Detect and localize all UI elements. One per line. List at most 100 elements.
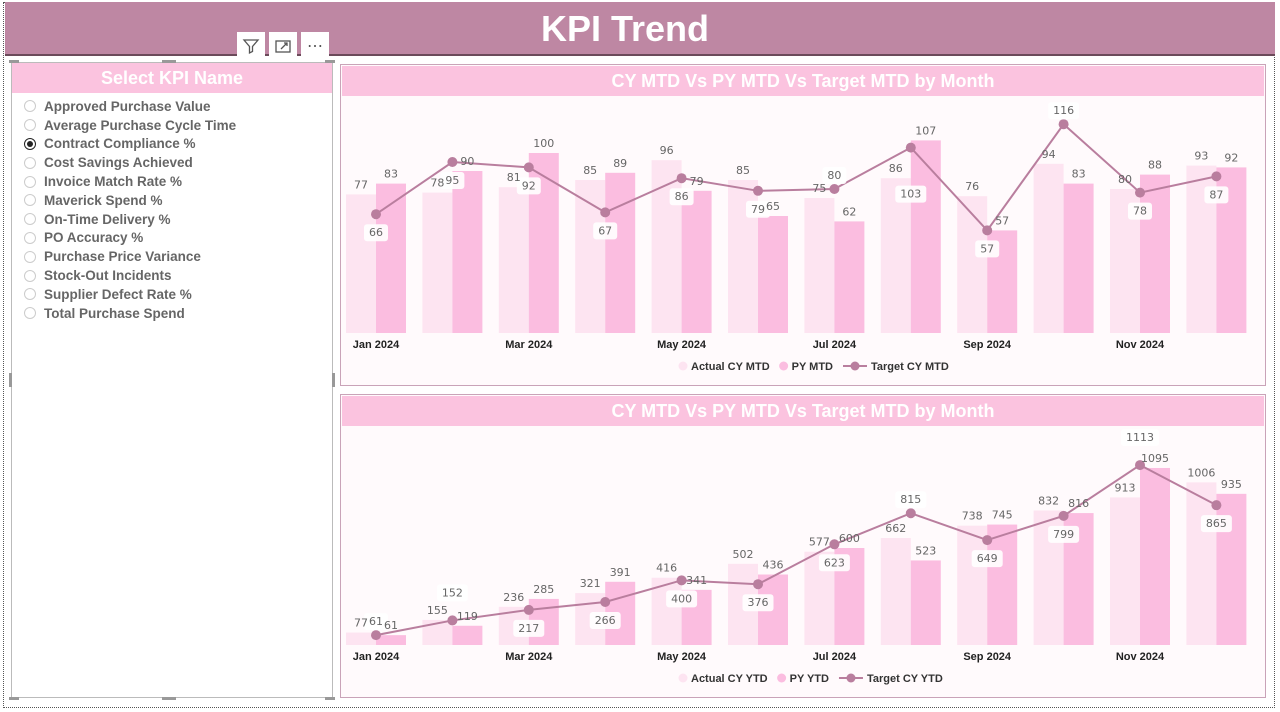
target-data-label: 116 bbox=[1053, 104, 1074, 117]
actual-bar bbox=[804, 198, 835, 333]
actual-data-label: 832 bbox=[1038, 494, 1059, 507]
slicer-item[interactable]: Approved Purchase Value bbox=[24, 97, 332, 116]
actual-bar bbox=[651, 160, 682, 333]
slicer-item[interactable]: Stock-Out Incidents bbox=[24, 266, 332, 285]
py-data-label: 90 bbox=[460, 155, 474, 168]
target-data-label: 865 bbox=[1206, 517, 1227, 530]
radio-button[interactable] bbox=[24, 194, 36, 207]
radio-button[interactable] bbox=[24, 100, 36, 113]
resize-handle[interactable] bbox=[9, 60, 19, 63]
target-data-label: 66 bbox=[369, 226, 383, 239]
target-point bbox=[447, 157, 458, 167]
slicer-item-label: Average Purchase Cycle Time bbox=[44, 117, 237, 133]
slicer-item[interactable]: Average Purchase Cycle Time bbox=[24, 116, 332, 135]
actual-data-label: 76 bbox=[965, 180, 979, 193]
filter-icon[interactable] bbox=[237, 32, 265, 60]
slicer-item[interactable]: Supplier Defect Rate % bbox=[24, 285, 332, 304]
target-label-box bbox=[746, 200, 770, 218]
actual-data-label: 502 bbox=[733, 548, 754, 561]
focus-mode-icon[interactable] bbox=[269, 32, 297, 60]
radio-button[interactable] bbox=[24, 250, 36, 263]
target-label-box bbox=[1121, 429, 1159, 447]
target-point bbox=[523, 162, 534, 173]
resize-handle[interactable] bbox=[162, 60, 176, 63]
radio-button[interactable] bbox=[24, 307, 36, 320]
radio-button[interactable] bbox=[24, 231, 36, 244]
py-bar bbox=[910, 140, 941, 333]
target-line bbox=[375, 122, 1217, 232]
resize-handle[interactable] bbox=[162, 697, 176, 700]
target-point bbox=[523, 604, 534, 615]
slicer-item[interactable]: Purchase Price Variance bbox=[24, 247, 332, 266]
radio-button[interactable] bbox=[24, 213, 36, 226]
more-options-icon[interactable]: ⋯ bbox=[301, 32, 329, 60]
target-point bbox=[1211, 500, 1222, 511]
chart-title: CY MTD Vs PY MTD Vs Target MTD by Month bbox=[342, 66, 1264, 96]
x-tick-label: Nov 2024 bbox=[1116, 339, 1165, 351]
resize-handle[interactable] bbox=[325, 60, 335, 63]
actual-data-label: 78 bbox=[430, 177, 444, 190]
ytd-chart-svg: Jan 2024 Mar 2024 May 2024 Jul 2024 Sep 2024… bbox=[346, 429, 1247, 685]
py-bar bbox=[681, 190, 712, 333]
chart-marks bbox=[346, 119, 1247, 333]
x-tick-label: Mar 2024 bbox=[505, 651, 553, 663]
slicer-item[interactable]: Invoice Match Rate % bbox=[24, 172, 332, 191]
actual-data-label: 662 bbox=[885, 522, 906, 535]
resize-handle[interactable] bbox=[332, 373, 335, 387]
data-labels: Jan 2024 Mar 2024 May 2024 Jul 2024 Sep 2024… bbox=[353, 431, 1242, 663]
py-data-label: 119 bbox=[457, 610, 478, 623]
py-data-label: 523 bbox=[915, 544, 936, 557]
resize-handle[interactable] bbox=[325, 697, 335, 700]
radio-button[interactable] bbox=[24, 137, 36, 150]
actual-bar bbox=[422, 192, 453, 333]
slicer-item[interactable]: Maverick Spend % bbox=[24, 191, 332, 210]
radio-button[interactable] bbox=[24, 175, 36, 188]
radio-button[interactable] bbox=[24, 269, 36, 282]
py-data-label: 935 bbox=[1221, 478, 1242, 491]
slicer-item-label: Purchase Price Variance bbox=[44, 249, 201, 265]
target-label-box bbox=[436, 584, 468, 602]
slicer-item-label: Supplier Defect Rate % bbox=[44, 286, 192, 302]
target-point bbox=[1135, 187, 1145, 198]
target-data-label: 87 bbox=[1209, 188, 1223, 201]
legend-marker bbox=[678, 673, 688, 683]
actual-data-label: 321 bbox=[580, 577, 601, 590]
target-point bbox=[371, 209, 381, 220]
resize-handle[interactable] bbox=[9, 373, 12, 387]
radio-button[interactable] bbox=[24, 156, 36, 169]
radio-button[interactable] bbox=[24, 119, 36, 132]
legend-marker bbox=[678, 361, 688, 371]
actual-bar bbox=[346, 632, 376, 645]
actual-data-label: 236 bbox=[503, 591, 524, 604]
slicer-title: Select KPI Name bbox=[12, 63, 332, 93]
target-data-label: 79 bbox=[751, 203, 765, 216]
py-data-label: 79 bbox=[690, 175, 704, 188]
target-data-label: 799 bbox=[1053, 528, 1074, 541]
radio-button[interactable] bbox=[24, 288, 36, 301]
target-data-label: 103 bbox=[900, 188, 921, 201]
py-bar bbox=[452, 171, 483, 333]
chart-marks bbox=[346, 460, 1247, 645]
actual-data-label: 80 bbox=[1118, 173, 1132, 186]
target-line bbox=[375, 463, 1217, 637]
legend-marker bbox=[846, 673, 856, 683]
legend-label: PY MTD bbox=[792, 361, 833, 373]
target-point bbox=[1211, 171, 1222, 182]
slicer-item[interactable]: Total Purchase Spend bbox=[24, 304, 332, 323]
target-label-box bbox=[971, 550, 1003, 568]
actual-data-label: 77 bbox=[354, 617, 368, 630]
actual-data-label: 94 bbox=[1042, 148, 1056, 161]
resize-handle[interactable] bbox=[9, 697, 19, 700]
slicer-item[interactable]: PO Accuracy % bbox=[24, 229, 332, 248]
py-data-label: 341 bbox=[686, 574, 707, 587]
legend-label: PY YTD bbox=[790, 673, 829, 685]
actual-data-label: 1006 bbox=[1187, 466, 1215, 479]
actual-bar bbox=[651, 577, 682, 645]
py-bar bbox=[452, 625, 483, 645]
target-point bbox=[371, 630, 381, 641]
slicer-item[interactable]: Cost Savings Achieved bbox=[24, 153, 332, 172]
slicer-item[interactable]: On-Time Delivery % bbox=[24, 210, 332, 229]
actual-data-label: 86 bbox=[889, 162, 903, 175]
target-point bbox=[1135, 460, 1145, 471]
slicer-item[interactable]: Contract Compliance % bbox=[24, 135, 332, 154]
